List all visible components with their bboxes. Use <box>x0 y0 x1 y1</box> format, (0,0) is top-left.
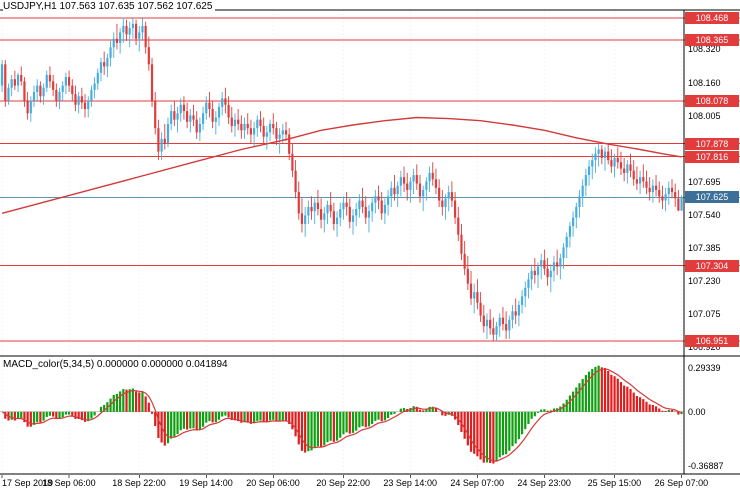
macd-axis-label: -0.36887 <box>688 461 724 472</box>
level-price-badge: 106.951 <box>685 334 739 347</box>
time-axis-label: 24 Sep 07:00 <box>450 478 504 488</box>
level-price-badge: 108.365 <box>685 33 739 46</box>
time-axis-label: 25 Sep 15:00 <box>587 478 642 488</box>
price-axis-label: 108.160 <box>688 78 721 89</box>
time-axis-label: 18 Sep 22:00 <box>112 478 166 488</box>
price-axis-label: 106.920 <box>688 342 721 353</box>
level-price-badge: 107.878 <box>685 137 739 150</box>
current-price-badge: 107.625 <box>685 191 739 204</box>
level-lines <box>0 17 740 342</box>
level-price-badge: 108.078 <box>685 94 739 107</box>
grid-lines <box>1 10 683 474</box>
time-axis-label: 18 Sep 06:00 <box>42 478 96 488</box>
main-chart-area[interactable] <box>0 10 684 356</box>
price-axis-label: 107.695 <box>688 177 721 188</box>
moving-average-line <box>1 116 682 214</box>
level-price-badge: 107.304 <box>685 259 739 272</box>
macd-indicator-area[interactable] <box>0 357 684 474</box>
time-axis-label: 23 Sep 14:00 <box>383 478 437 488</box>
price-axis-label: 107.230 <box>688 276 721 287</box>
price-axis-label: 107.385 <box>688 243 721 254</box>
level-price-badge: 107.816 <box>685 150 739 163</box>
price-axis-label: 107.540 <box>688 210 721 221</box>
price-axis-label: 107.075 <box>688 309 721 320</box>
time-axis-label: 24 Sep 23:00 <box>517 478 571 488</box>
price-axis-label: 108.320 <box>688 44 721 55</box>
macd-axis-label: 0.29339 <box>688 363 721 374</box>
level-price-badge: 108.468 <box>685 11 739 24</box>
time-axis-label: 20 Sep 22:00 <box>316 478 370 488</box>
candles-layer <box>1 17 683 342</box>
time-axis-label: 17 Sep 2019 <box>2 478 54 488</box>
macd-indicator-label: MACD_color(5,34,5) 0.000000 0.000000 0.0… <box>3 359 228 370</box>
ohlc-readout: USDJPY,H1 107.563 107.635 107.562 107.62… <box>3 1 216 12</box>
macd-axis-label: 0.00 <box>688 406 706 417</box>
time-axis-label: 19 Sep 14:00 <box>179 478 233 488</box>
price-axis-label: 108.005 <box>688 111 721 122</box>
time-axis-label: 20 Sep 06:00 <box>246 478 300 488</box>
macd-histogram <box>4 365 683 464</box>
time-axis-label: 26 Sep 07:00 <box>654 478 709 488</box>
macd-signal-line <box>1 368 682 462</box>
